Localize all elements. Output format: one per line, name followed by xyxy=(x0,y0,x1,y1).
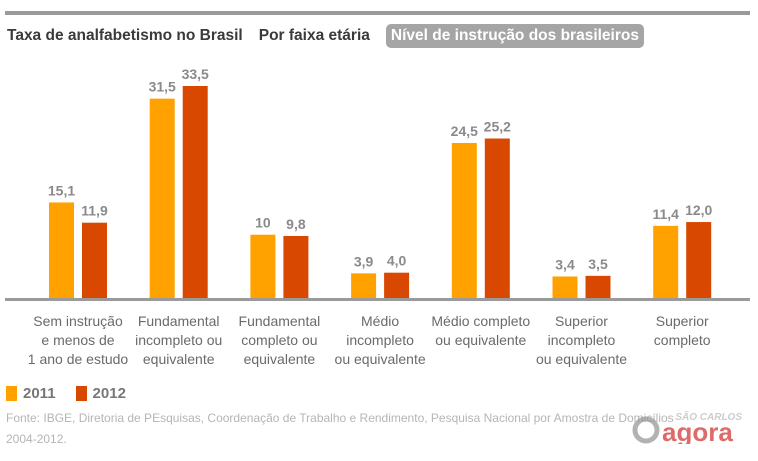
category-label: Superior xyxy=(555,313,608,329)
data-label: 3,4 xyxy=(555,256,575,272)
bar-chart: 15,1 11,9 Sem instrução e menos de 1 ano de … xyxy=(5,66,750,367)
data-label: 9,8 xyxy=(286,216,306,232)
legend: 2011 2012 xyxy=(6,385,146,402)
bar-2011-4 xyxy=(451,142,477,298)
category-label: 1 ano de estudo xyxy=(28,351,129,367)
category-label: Médio completo xyxy=(431,313,530,329)
bar-2012-4 xyxy=(484,138,510,298)
category-label: equivalente xyxy=(143,351,215,367)
category-label: completo xyxy=(654,332,711,348)
bar-2011-2 xyxy=(250,234,276,298)
category-label: Médio xyxy=(361,313,399,329)
source-note: Fonte: IBGE, Diretoria de PEsquisas, Coo… xyxy=(6,408,706,450)
legend-item-2012: 2012 xyxy=(75,385,126,402)
top-divider xyxy=(5,11,750,15)
category-label: Superior xyxy=(656,313,709,329)
data-label: 33,5 xyxy=(182,66,209,82)
data-label: 24,5 xyxy=(451,123,478,139)
category-label: Fundamental xyxy=(138,313,220,329)
tab-taxa-analfabetismo[interactable]: Taxa de analfabetismo no Brasil xyxy=(7,27,243,44)
tab-nivel-instrucao[interactable]: Nível de instrução dos brasileiros xyxy=(385,24,644,48)
tab-bar: Taxa de analfabetismo no Brasil Por faix… xyxy=(7,24,660,48)
data-label: 11,4 xyxy=(652,206,679,222)
source-line-1: Fonte: IBGE, Diretoria de PEsquisas, Coo… xyxy=(6,411,674,425)
svg-text:SÃO CARLOS: SÃO CARLOS xyxy=(675,410,742,423)
bar-2011-5 xyxy=(552,276,578,298)
bar-2012-0 xyxy=(82,222,107,298)
data-label: 11,9 xyxy=(81,203,108,219)
x-axis-baseline xyxy=(5,298,750,301)
category-label: incompleto xyxy=(548,332,616,348)
bar-2011-3 xyxy=(351,273,377,298)
category-label: Fundamental xyxy=(239,313,321,329)
tab-faixa-etaria[interactable]: Por faixa etária xyxy=(258,27,370,44)
data-label: 3,5 xyxy=(588,256,608,272)
bar-2012-6 xyxy=(686,222,712,298)
legend-swatch-2012 xyxy=(75,386,87,401)
data-label: 15,1 xyxy=(48,182,75,198)
legend-swatch-2011 xyxy=(6,386,17,401)
bar-2012-3 xyxy=(384,272,410,298)
category-label: completo ou xyxy=(241,332,317,348)
data-label: 3,9 xyxy=(354,253,374,269)
data-label: 4,0 xyxy=(387,253,407,269)
category-label: e menos de xyxy=(41,332,114,348)
bar-2011-1 xyxy=(149,98,175,299)
bar-2012-1 xyxy=(182,86,208,298)
data-label: 25,2 xyxy=(484,119,511,135)
bar-2012-5 xyxy=(585,275,611,298)
category-label: ou equivalente xyxy=(435,332,526,348)
svg-text:agora: agora xyxy=(662,417,733,444)
data-label: 10 xyxy=(255,215,271,231)
bar-2012-2 xyxy=(283,235,309,298)
watermark-logo: SÃO CARLOS agora xyxy=(632,408,752,444)
source-line-2: 2004-2012. xyxy=(6,432,67,446)
category-label: incompleto xyxy=(346,332,414,348)
category-label: ou equivalente xyxy=(536,351,627,367)
category-label: incompleto ou xyxy=(135,332,222,348)
data-label: 31,5 xyxy=(149,79,176,95)
category-label: Sem instrução xyxy=(33,313,123,329)
legend-item-2011: 2011 xyxy=(6,385,56,402)
category-label: ou equivalente xyxy=(335,351,426,367)
category-label: equivalente xyxy=(244,351,316,367)
bar-2011-0 xyxy=(49,202,74,298)
bar-2011-6 xyxy=(653,225,679,298)
data-label: 12,0 xyxy=(685,202,712,218)
